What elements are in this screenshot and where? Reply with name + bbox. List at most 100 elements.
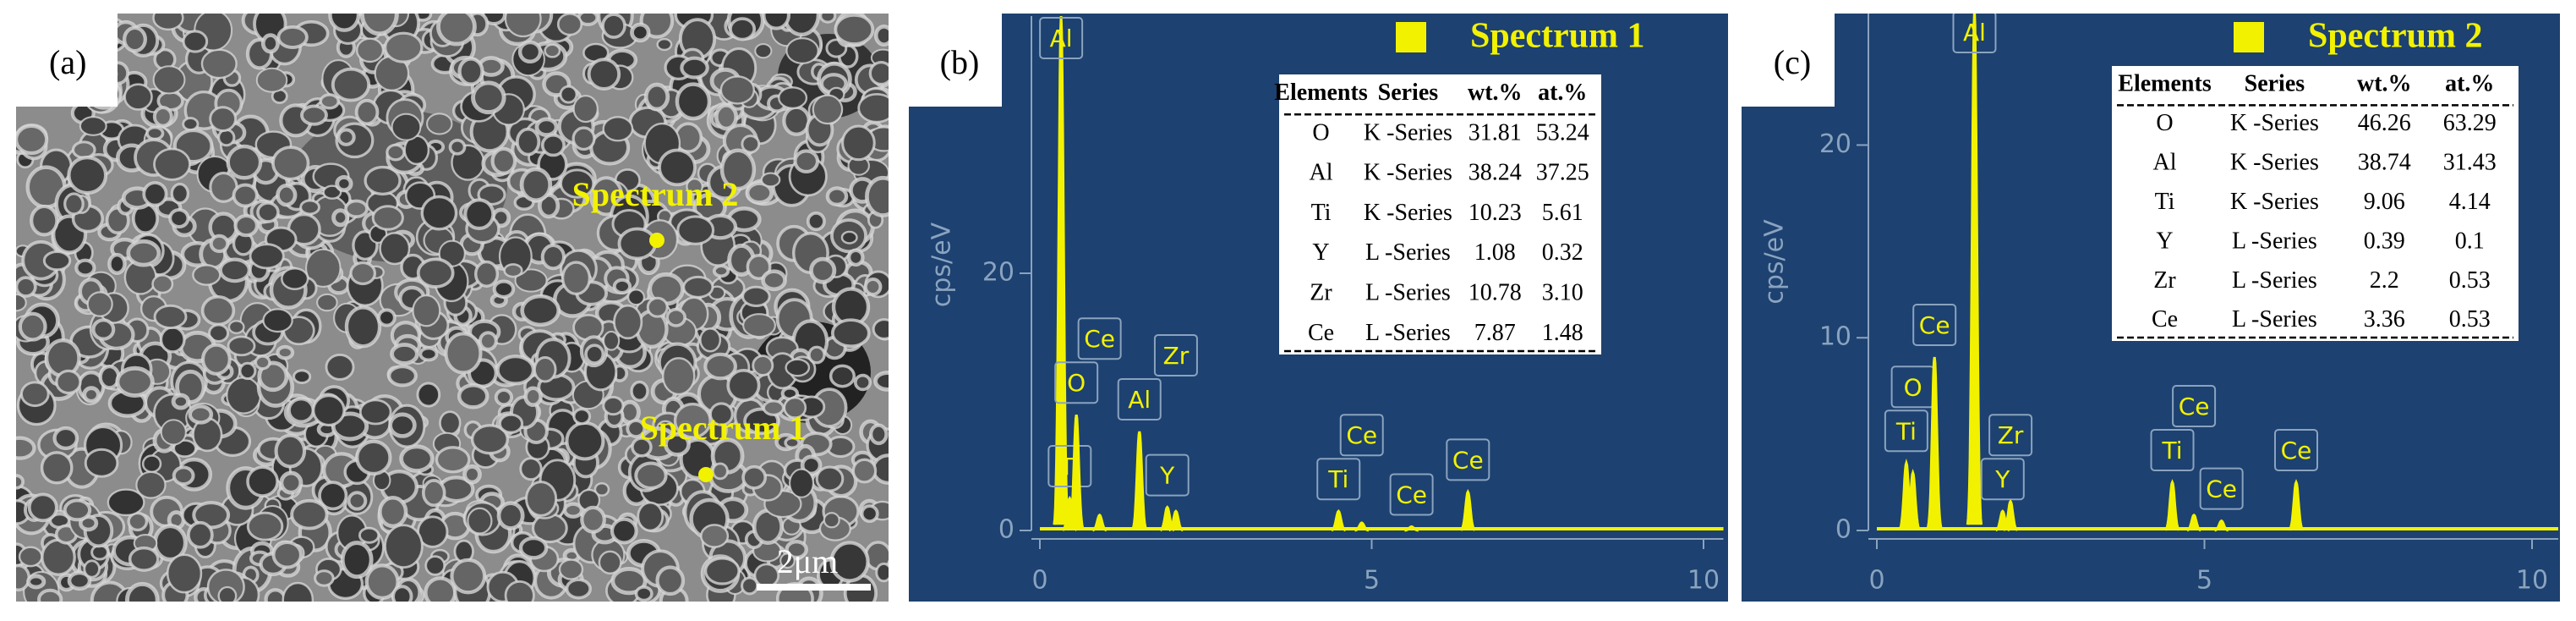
grain [257, 360, 289, 393]
grain [305, 248, 342, 288]
grain [875, 562, 889, 583]
grain [115, 365, 155, 398]
grain [159, 326, 186, 354]
grain [470, 424, 509, 455]
grain [829, 541, 870, 583]
grain [124, 581, 160, 602]
grain [168, 208, 190, 229]
grain [26, 574, 46, 590]
grain [182, 30, 209, 53]
panel-label: (b) [940, 43, 980, 81]
grain [172, 465, 195, 486]
peak [1331, 508, 1346, 532]
peak [2164, 479, 2180, 531]
peak [1926, 356, 1943, 530]
grain [558, 558, 584, 580]
grain [754, 43, 773, 59]
grain [478, 331, 498, 352]
grain [171, 393, 190, 410]
grain [316, 293, 338, 312]
grain [44, 338, 81, 378]
panel-label: (c) [1774, 43, 1811, 81]
grain [846, 248, 865, 267]
grain [762, 399, 785, 416]
grain [435, 446, 471, 474]
grain [227, 335, 256, 357]
grain [74, 258, 96, 278]
grain [340, 541, 374, 580]
peak-label: Ce [1084, 325, 1115, 353]
table-cell: 9.06 [2364, 189, 2405, 215]
grain [778, 86, 808, 110]
grain [515, 127, 541, 157]
grain [745, 180, 774, 205]
y-tick-label: 0 [998, 515, 1015, 545]
grain [664, 432, 691, 457]
table-header: Elements [2118, 71, 2212, 97]
peak [1404, 525, 1419, 532]
grain [490, 146, 517, 175]
grain [227, 320, 245, 334]
table-header: wt.% [1468, 80, 1523, 106]
grain [246, 465, 279, 497]
grain [565, 578, 593, 600]
point-label: Spectrum 1 [640, 409, 807, 447]
grain [840, 230, 858, 245]
grain [200, 343, 232, 376]
grain [128, 546, 160, 572]
grain [412, 294, 441, 327]
table-box [2112, 66, 2519, 341]
grain [661, 357, 696, 396]
grain [617, 227, 657, 261]
grain [355, 37, 385, 63]
grain [16, 474, 25, 490]
grain [107, 488, 145, 517]
grain [232, 183, 259, 208]
grain [863, 277, 883, 297]
grain [496, 501, 525, 530]
y-tick-label: 20 [982, 258, 1015, 288]
peak-label-box [1389, 473, 1434, 516]
grain [218, 257, 251, 283]
peak-label: Ce [2179, 393, 2210, 420]
grain [336, 128, 356, 146]
grain [450, 558, 487, 595]
peak-label-box [1047, 445, 1092, 487]
grain [187, 520, 214, 549]
grain [741, 464, 768, 490]
table-cell: 31.81 [1468, 119, 1522, 146]
peak-label: Ce [1919, 311, 1950, 339]
grain [86, 291, 113, 317]
grain [160, 419, 187, 446]
peak-label-box [1077, 317, 1122, 360]
grain [572, 95, 599, 124]
table-cell: O [2156, 110, 2173, 136]
table-cell: 53.24 [1536, 119, 1589, 146]
grain [646, 296, 669, 318]
grain [217, 128, 236, 147]
grain [279, 470, 304, 495]
peak-label-box [1117, 377, 1162, 420]
table-cell: 3.10 [1542, 279, 1583, 305]
grain [719, 75, 755, 105]
peak-label-box [1054, 361, 1099, 404]
peak-label-box [1039, 17, 1084, 59]
grain [448, 139, 467, 156]
grain [572, 126, 596, 151]
table-cell: Zr [2153, 267, 2176, 294]
peak-label: Zr [1998, 421, 2024, 449]
table-cell: K -Series [1364, 200, 1452, 226]
table-cell: 1.48 [1542, 320, 1583, 346]
peak [2186, 513, 2201, 532]
grain [741, 285, 771, 307]
peak [1168, 509, 1184, 532]
table-cell: 0.1 [2455, 228, 2485, 254]
grain [559, 85, 578, 104]
grain [123, 83, 153, 111]
grain [514, 268, 548, 293]
table-cell: 10.78 [1468, 279, 1522, 305]
grain [182, 117, 200, 131]
grain [246, 511, 284, 541]
grain [779, 552, 796, 569]
grain [584, 343, 605, 365]
